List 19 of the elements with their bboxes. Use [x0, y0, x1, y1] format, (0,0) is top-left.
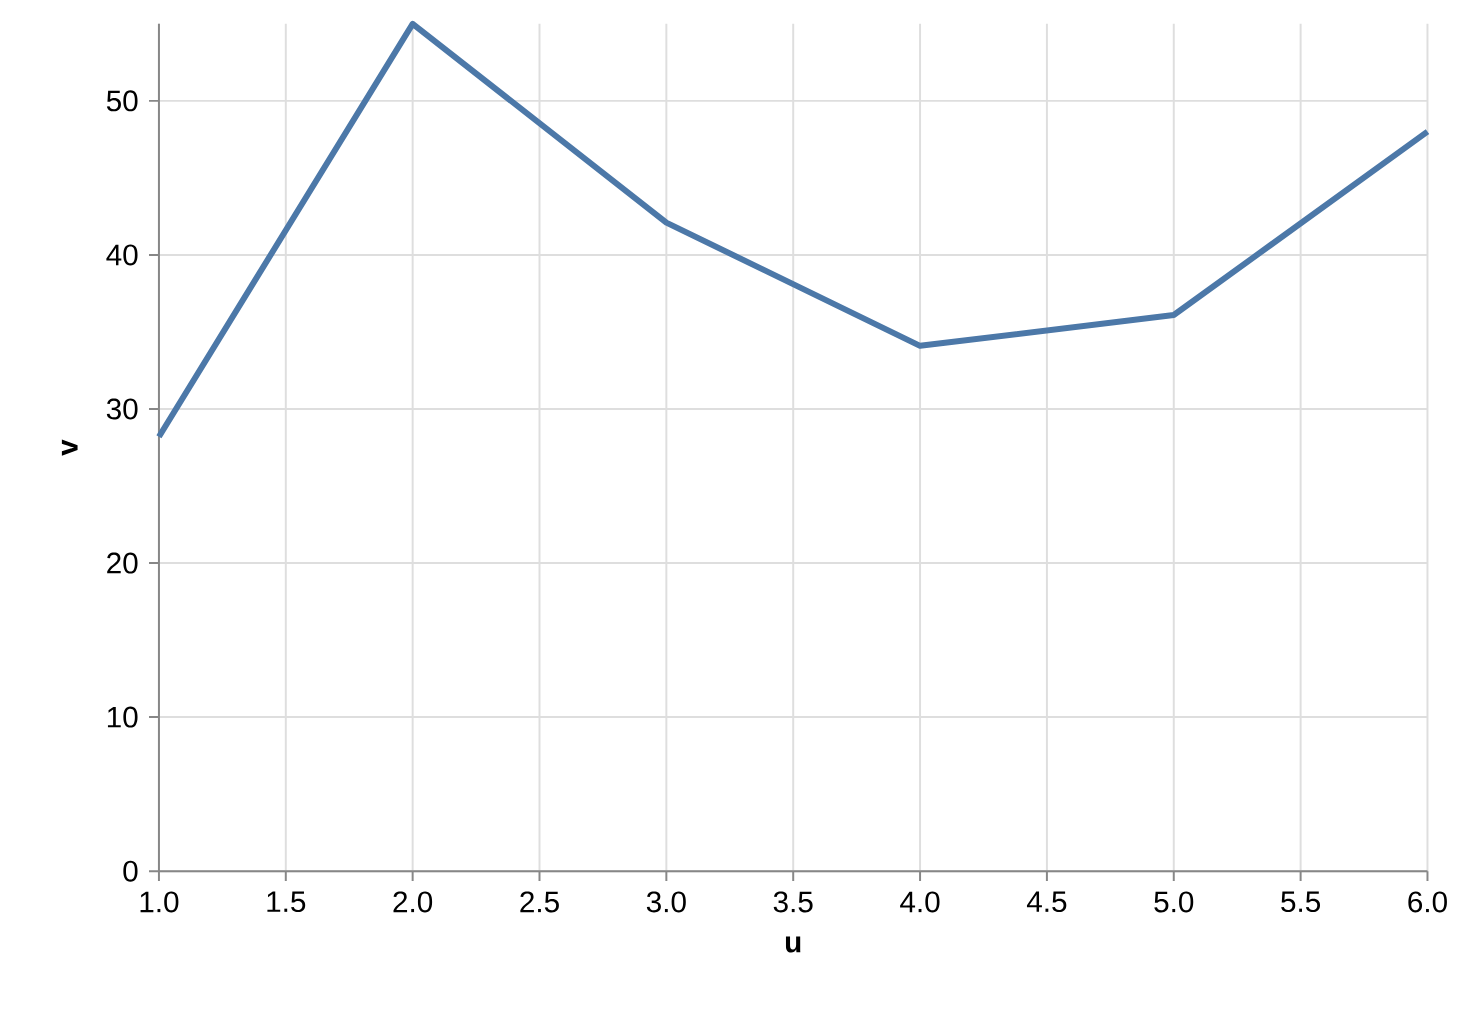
y-tick-label: 30	[106, 398, 138, 420]
y-tick-label: 20	[107, 552, 138, 574]
x-tick-label: 2.0	[393, 891, 433, 913]
x-tick-label: 3.0	[646, 891, 686, 913]
y-tick-label: 0	[123, 860, 138, 882]
x-tick-label: 6.0	[1408, 891, 1447, 913]
y-tick-label: 40	[106, 244, 138, 266]
x-tick-label: 1.5	[267, 891, 306, 913]
x-tick-label: 1.0	[140, 891, 179, 913]
x-tick-label: 4.5	[1026, 891, 1067, 913]
x-axis-title: u	[785, 936, 801, 953]
y-tick-label: 10	[107, 706, 138, 728]
x-tick-label: 4.0	[900, 891, 940, 913]
y-axis-title: v	[61, 439, 78, 456]
x-tick-label: 5.5	[1281, 891, 1321, 913]
x-tick-label: 5.0	[1154, 891, 1194, 913]
y-tick-label: 50	[106, 90, 138, 112]
x-tick-label: 2.5	[520, 891, 559, 913]
x-tick-label: 3.5	[773, 891, 813, 913]
